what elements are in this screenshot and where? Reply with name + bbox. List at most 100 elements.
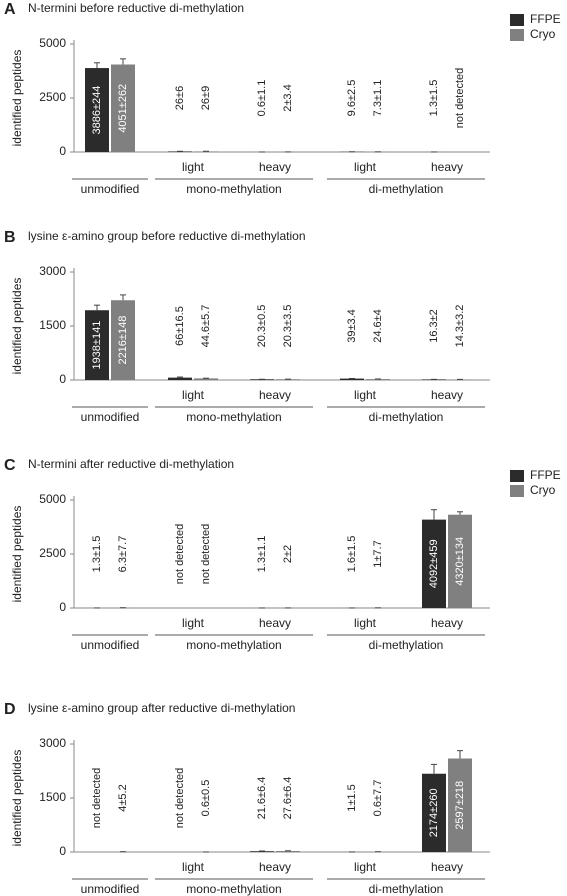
x-tick-label: heavy [259, 860, 291, 874]
value-label: 26±9 [200, 86, 212, 110]
value-label: 0.6±0.5 [200, 780, 212, 817]
bar [85, 310, 109, 380]
y-axis-label: identified peptides [10, 506, 24, 603]
bar [366, 379, 390, 380]
value-label: 20.3±0.5 [256, 305, 268, 348]
bar [340, 378, 364, 380]
bar [422, 773, 446, 852]
value-label: 21.6±6.4 [256, 777, 268, 820]
value-label: 0.6±7.7 [372, 780, 384, 817]
group-label: di-methylation [369, 638, 444, 652]
group-label: mono-methylation [186, 182, 281, 196]
x-tick-label: light [182, 160, 205, 174]
chart-title: N-termini after reductive di-methylation [28, 457, 234, 471]
bar [250, 851, 274, 852]
group-label: mono-methylation [186, 882, 281, 896]
x-tick-label: light [182, 388, 205, 402]
legend-label: FFPE [530, 12, 561, 26]
y-tick-label: 1500 [39, 790, 66, 804]
x-tick-label: heavy [259, 160, 291, 174]
value-label: 3886±244 [91, 86, 103, 135]
value-label: 27.6±6.4 [282, 777, 294, 820]
legend-swatch [510, 470, 524, 482]
value-label: not detected [174, 768, 186, 829]
value-label: 7.3±1.1 [372, 80, 384, 117]
value-label: 2174±260 [428, 788, 440, 837]
value-label: 1±7.7 [372, 540, 384, 567]
group-label: unmodified [81, 182, 140, 196]
x-tick-label: heavy [259, 388, 291, 402]
panel-letter: D [4, 701, 16, 718]
y-tick-label: 0 [59, 844, 66, 858]
chart-title: lysine ε-amino group before reductive di… [28, 229, 306, 243]
value-label: 9.6±2.5 [346, 80, 358, 117]
bar [194, 378, 218, 380]
y-axis-label: identified peptides [10, 750, 24, 847]
value-label: 2216±148 [117, 316, 129, 365]
y-tick-label: 3000 [39, 736, 66, 750]
x-tick-label: light [354, 616, 377, 630]
chart-title: N-termini before reductive di-methylatio… [28, 1, 244, 15]
group-label: mono-methylation [186, 410, 281, 424]
value-label: not detected [454, 68, 466, 129]
x-tick-label: light [354, 388, 377, 402]
value-label: 6.3±7.7 [117, 536, 129, 573]
x-tick-label: heavy [431, 860, 463, 874]
legend-label: Cryo [530, 483, 556, 497]
y-tick-label: 3000 [39, 264, 66, 278]
y-tick-label: 0 [59, 144, 66, 158]
legend-label: Cryo [530, 27, 556, 41]
bar [168, 377, 192, 380]
value-label: 1±1.5 [346, 784, 358, 811]
legend-label: FFPE [530, 468, 561, 482]
value-label: 44.6±5.7 [200, 305, 212, 348]
value-label: 4±5.2 [117, 784, 129, 811]
group-label: di-methylation [369, 182, 444, 196]
bar [276, 851, 300, 852]
value-label: 4092±459 [428, 539, 440, 588]
bar [111, 64, 135, 152]
y-tick-label: 5000 [39, 36, 66, 50]
value-label: not detected [174, 524, 186, 585]
x-tick-label: light [354, 160, 377, 174]
y-tick-label: 2500 [39, 90, 66, 104]
panel-letter: A [4, 1, 16, 18]
x-tick-label: heavy [259, 616, 291, 630]
y-tick-label: 5000 [39, 492, 66, 506]
value-label: 26±6 [174, 86, 186, 110]
chart-title: lysine ε-amino group after reductive di-… [28, 701, 295, 715]
x-tick-label: heavy [431, 388, 463, 402]
group-label: di-methylation [369, 410, 444, 424]
bar [448, 514, 472, 608]
y-tick-label: 0 [59, 372, 66, 386]
value-label: 0.6±1.1 [256, 80, 268, 117]
group-label: unmodified [81, 410, 140, 424]
x-tick-label: heavy [431, 616, 463, 630]
value-label: 1.6±1.5 [346, 536, 358, 573]
value-label: 20.3±3.5 [282, 305, 294, 348]
value-label: 2±2 [282, 545, 294, 563]
x-tick-label: light [354, 860, 377, 874]
value-label: 1938±141 [91, 321, 103, 370]
y-tick-label: 1500 [39, 318, 66, 332]
value-label: 14.3±3.2 [454, 305, 466, 348]
value-label: not detected [200, 524, 212, 585]
group-label: unmodified [81, 882, 140, 896]
value-label: 66±16.5 [174, 306, 186, 346]
panel-letter: C [4, 457, 16, 474]
y-tick-label: 2500 [39, 546, 66, 560]
x-tick-label: light [182, 616, 205, 630]
value-label: 2597±218 [454, 781, 466, 830]
value-label: 1.3±1.5 [91, 536, 103, 573]
bar [448, 758, 472, 852]
panel-letter: B [4, 229, 16, 246]
group-label: di-methylation [369, 882, 444, 896]
y-tick-label: 0 [59, 600, 66, 614]
value-label: 1.3±1.1 [256, 536, 268, 573]
legend-swatch [510, 485, 524, 497]
bar [422, 519, 446, 608]
value-label: 1.3±1.5 [428, 80, 440, 117]
value-label: 2±3.4 [282, 84, 294, 111]
bar [85, 68, 109, 152]
